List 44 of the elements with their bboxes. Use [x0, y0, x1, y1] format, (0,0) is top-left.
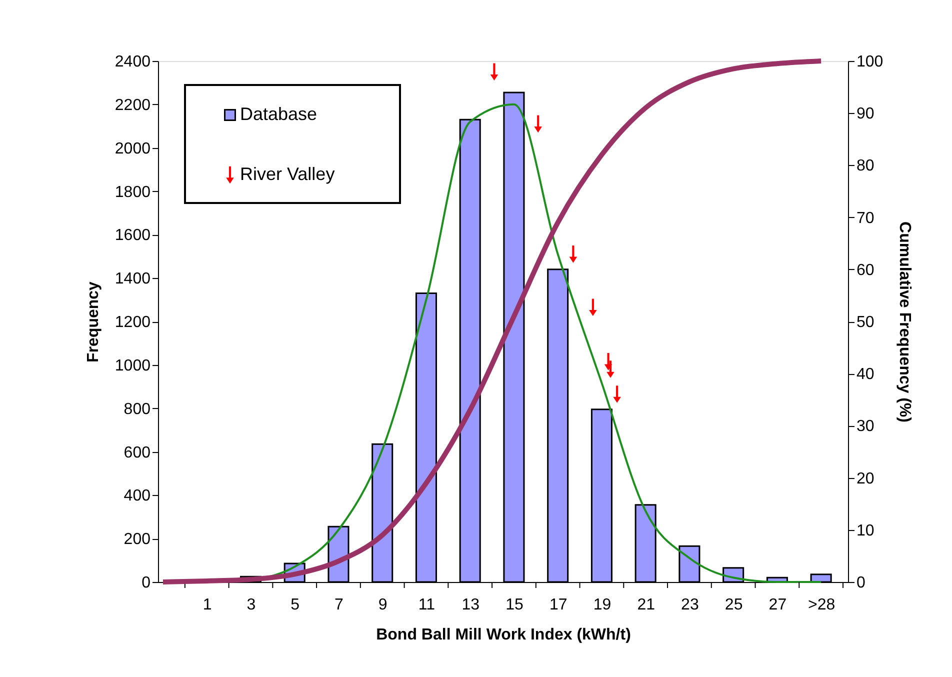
legend-label: Database — [240, 104, 318, 124]
y-tick-label: 600 — [124, 444, 151, 462]
y-tick-label: 200 — [124, 531, 151, 548]
y-tick-label: 1800 — [114, 184, 151, 201]
y-tick-label: 2400 — [114, 54, 151, 70]
x-axis-title: Bond Ball Mill Work Index (kWh/t) — [376, 626, 631, 644]
x-tick-label: 25 — [724, 596, 743, 614]
x-tick-label: 3 — [246, 596, 256, 614]
y2-tick-label: 50 — [856, 314, 874, 331]
legend-label: River Valley — [240, 164, 335, 184]
x-tick-label: 11 — [418, 596, 436, 614]
x-tick-label: 5 — [290, 596, 300, 614]
x-tick-label: 23 — [681, 596, 699, 614]
x-tick-label: >28 — [808, 596, 836, 614]
x-tick-label: 15 — [506, 596, 524, 614]
y2-tick-label: 90 — [856, 106, 874, 123]
x-tick-label: 17 — [549, 596, 568, 614]
y2-tick-label: 60 — [856, 262, 874, 279]
x-tick-label: 21 — [637, 596, 656, 614]
y2-tick-label: 0 — [856, 574, 866, 592]
y-tick-label: 2000 — [114, 140, 151, 158]
y-axis-title: Frequency — [84, 281, 102, 362]
y-tick-label: 2200 — [114, 96, 151, 114]
y2-tick-label: 30 — [856, 418, 874, 436]
y2-tick-label: 100 — [856, 54, 884, 70]
x-tick-label: 7 — [334, 596, 344, 614]
y2-tick-label: 80 — [856, 158, 874, 175]
x-tick-label: 27 — [768, 596, 787, 614]
x-tick-label: 9 — [378, 596, 388, 614]
y-tick-label: 400 — [124, 488, 151, 505]
x-tick-label: 1 — [202, 596, 212, 614]
y-tick-label: 1400 — [114, 270, 151, 288]
x-tick-label: 19 — [593, 596, 612, 614]
y-tick-label: 800 — [124, 400, 151, 418]
y2-axis-title: Cumulative Frequency (%) — [896, 222, 914, 422]
y-tick-label: 0 — [142, 574, 151, 592]
y2-tick-label: 20 — [856, 470, 874, 488]
y-tick-label: 1000 — [114, 357, 151, 374]
y-tick-label: 1200 — [114, 314, 151, 331]
y-tick-label: 1600 — [114, 227, 151, 244]
y2-tick-label: 40 — [856, 366, 874, 384]
y2-tick-label: 10 — [856, 522, 874, 540]
x-tick-label: 13 — [462, 596, 480, 614]
y2-tick-label: 70 — [856, 210, 874, 227]
